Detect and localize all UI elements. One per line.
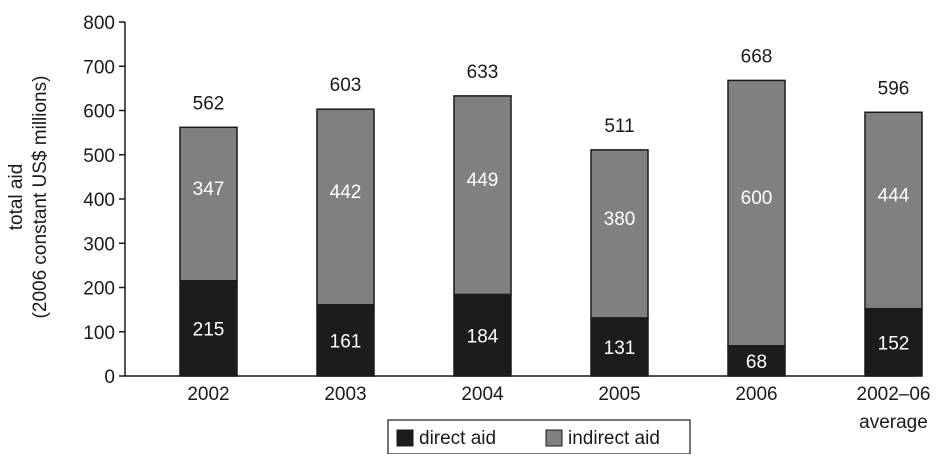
y-tick-label: 0 [104,367,115,388]
legend-label-direct-aid: direct aid [419,428,496,449]
legend-label-indirect-aid: indirect aid [568,428,660,449]
y-tick-label: 600 [83,102,115,123]
bar-segment-indirect-aid [180,127,237,281]
data-label-direct-aid: 184 [467,326,499,347]
data-label-total: 633 [467,62,499,83]
bar-segment-indirect-aid [591,150,648,318]
y-tick-label: 300 [83,234,115,255]
bar-segment-indirect-aid [728,80,785,346]
x-tick-label: 2005 [598,384,640,405]
x-tick-label: 2006 [735,384,777,405]
data-label-direct-aid: 131 [604,338,636,359]
x-tick-label: average [859,412,928,433]
data-label-total: 511 [604,116,634,137]
data-label-indirect-aid: 600 [741,188,773,209]
data-label-direct-aid: 152 [878,333,910,354]
legend: direct aid indirect aid [388,420,690,454]
y-tick-label: 500 [83,146,115,167]
data-label-direct-aid: 68 [746,352,767,373]
data-label-total: 562 [193,93,225,114]
y-tick-label: 100 [83,323,115,344]
y-axis-title-line: (2006 constant US$ millions) [30,76,51,319]
data-label-total: 603 [330,75,362,96]
bar-segment-indirect-aid [865,112,922,308]
y-tick-label: 400 [83,190,115,211]
x-tick-label: 2004 [461,384,504,405]
legend-swatch-direct-aid [397,430,413,446]
data-label-direct-aid: 215 [193,319,225,340]
x-tick-label: 2003 [324,384,366,405]
data-label-total: 668 [741,46,773,67]
y-tick-label: 700 [83,57,115,78]
data-label-indirect-aid: 442 [330,182,362,203]
legend-swatch-indirect-aid [546,430,562,446]
y-tick-label: 200 [83,279,115,300]
data-label-indirect-aid: 347 [193,179,225,200]
x-tick-label: 2002 [187,384,229,405]
data-label-indirect-aid: 380 [604,209,636,230]
y-axis: 0 100 200 300 400 500 600 700 800 [83,13,125,388]
y-axis-title-line: total aid [6,164,27,231]
data-label-indirect-aid: 449 [467,170,499,191]
data-label-direct-aid: 161 [330,331,362,352]
bar-segment-indirect-aid [454,96,511,295]
y-axis-label: total aid (2006 constant US$ millions) [6,76,51,319]
data-label-indirect-aid: 444 [878,186,910,207]
x-tick-label: 2002–06 [857,384,931,405]
bars: 215 347 562 161 442 603 184 449 633 131 380 511 68 60… [180,46,922,376]
y-tick-label: 800 [83,13,115,34]
bar-segment-indirect-aid [317,109,374,305]
data-label-total: 596 [878,78,910,99]
